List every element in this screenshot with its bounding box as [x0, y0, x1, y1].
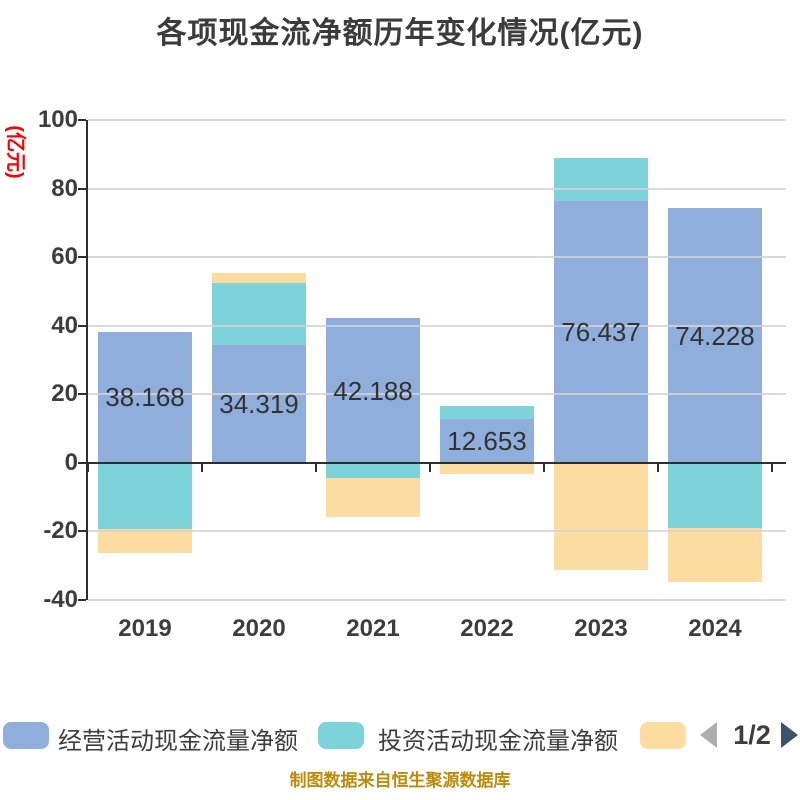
- x-axis-tick: [87, 462, 89, 472]
- gridline: [88, 393, 786, 396]
- x-axis-tick: [771, 462, 773, 472]
- y-axis-tick: [78, 324, 86, 327]
- y-axis-tick-label: -40: [43, 586, 78, 613]
- legend-label-investing[interactable]: 投资活动现金流量净额: [378, 728, 618, 755]
- bar-segment-operating-2021[interactable]: [326, 318, 420, 463]
- y-axis-tick: [78, 119, 86, 121]
- bar-value-label: 42.188: [333, 375, 413, 406]
- y-axis-tick: [78, 461, 86, 464]
- bar-segment-investing-2021[interactable]: [326, 462, 420, 479]
- gridline: [88, 256, 786, 259]
- y-axis-tick-label: 40: [51, 311, 78, 339]
- gridline: [88, 599, 786, 601]
- bar-segment-financing-2023[interactable]: [554, 462, 648, 571]
- x-axis-category-label: 2024: [688, 615, 742, 642]
- bar-segment-investing-2024[interactable]: [668, 462, 762, 529]
- x-axis-category-label: 2022: [460, 615, 514, 642]
- x-axis-tick: [201, 462, 203, 472]
- y-axis-tick-label: 20: [51, 380, 78, 408]
- y-axis-tick-label: -20: [43, 517, 78, 545]
- y-axis-tick: [78, 393, 86, 396]
- bar-segment-operating-2023[interactable]: [554, 200, 648, 463]
- gridline: [88, 530, 786, 533]
- legend-swatch-financing[interactable]: [640, 722, 686, 749]
- bar-value-label: 74.228: [675, 320, 755, 351]
- gridline: [88, 187, 786, 190]
- bar-segment-investing-2023[interactable]: [554, 157, 648, 201]
- bar-segment-financing-2020[interactable]: [212, 272, 306, 284]
- legend-swatch-operating[interactable]: [3, 722, 49, 749]
- y-axis-line: [86, 120, 88, 600]
- legend-label-operating[interactable]: 经营活动现金流量净额: [58, 728, 298, 755]
- bar-value-label: 76.437: [561, 316, 641, 347]
- x-axis-tick: [429, 462, 431, 472]
- x-axis-category-label: 2019: [118, 615, 172, 642]
- legend-swatch-investing[interactable]: [318, 722, 364, 749]
- bar-segment-operating-2020[interactable]: [212, 345, 306, 463]
- y-axis-tick-label: 80: [51, 174, 78, 202]
- bar-segment-financing-2024[interactable]: [668, 528, 762, 582]
- bar-value-label: 12.653: [447, 426, 527, 457]
- pager-prev-icon[interactable]: [700, 722, 717, 748]
- y-axis-tick-label: 0: [64, 448, 78, 476]
- x-axis-category-label: 2020: [232, 615, 286, 642]
- bar-segment-investing-2022[interactable]: [440, 406, 534, 420]
- y-axis-tick: [78, 599, 86, 601]
- pager-page-indicator: 1/2: [733, 720, 771, 750]
- y-axis-tick: [78, 256, 86, 259]
- bar-segment-operating-2022[interactable]: [440, 419, 534, 463]
- gridline: [88, 324, 786, 327]
- legend: 经营活动现金流量净额 投资活动现金流量净额 1/2: [0, 719, 800, 755]
- gridline: [88, 119, 786, 121]
- y-axis-tick-label: 60: [51, 243, 78, 271]
- bar-segment-financing-2019[interactable]: [98, 529, 192, 554]
- bar-segment-financing-2021[interactable]: [326, 478, 420, 517]
- x-axis-category-label: 2023: [574, 615, 628, 642]
- x-axis-zero-line: [88, 461, 786, 464]
- bar-segment-operating-2024[interactable]: [668, 208, 762, 463]
- x-axis-tick: [543, 462, 545, 472]
- bar-segment-financing-2022[interactable]: [440, 462, 534, 475]
- bar-segment-investing-2020[interactable]: [212, 283, 306, 346]
- y-axis-tick-label: 100: [37, 106, 78, 133]
- bar-value-label: 34.319: [219, 389, 299, 420]
- bar-segment-investing-2019[interactable]: [98, 462, 192, 530]
- x-axis-tick: [657, 462, 659, 472]
- chart-title: 各项现金流净额历年变化情况(亿元): [156, 17, 644, 50]
- bar-value-label: 38.168: [105, 382, 185, 413]
- data-source-note: 制图数据来自恒生聚源数据库: [289, 771, 511, 790]
- x-axis-tick: [315, 462, 317, 472]
- y-axis-tick: [78, 530, 86, 533]
- y-axis-tick: [78, 187, 86, 190]
- pager-next-icon[interactable]: [781, 722, 798, 748]
- x-axis-category-label: 2021: [346, 615, 400, 642]
- bar-segment-operating-2019[interactable]: [98, 331, 192, 463]
